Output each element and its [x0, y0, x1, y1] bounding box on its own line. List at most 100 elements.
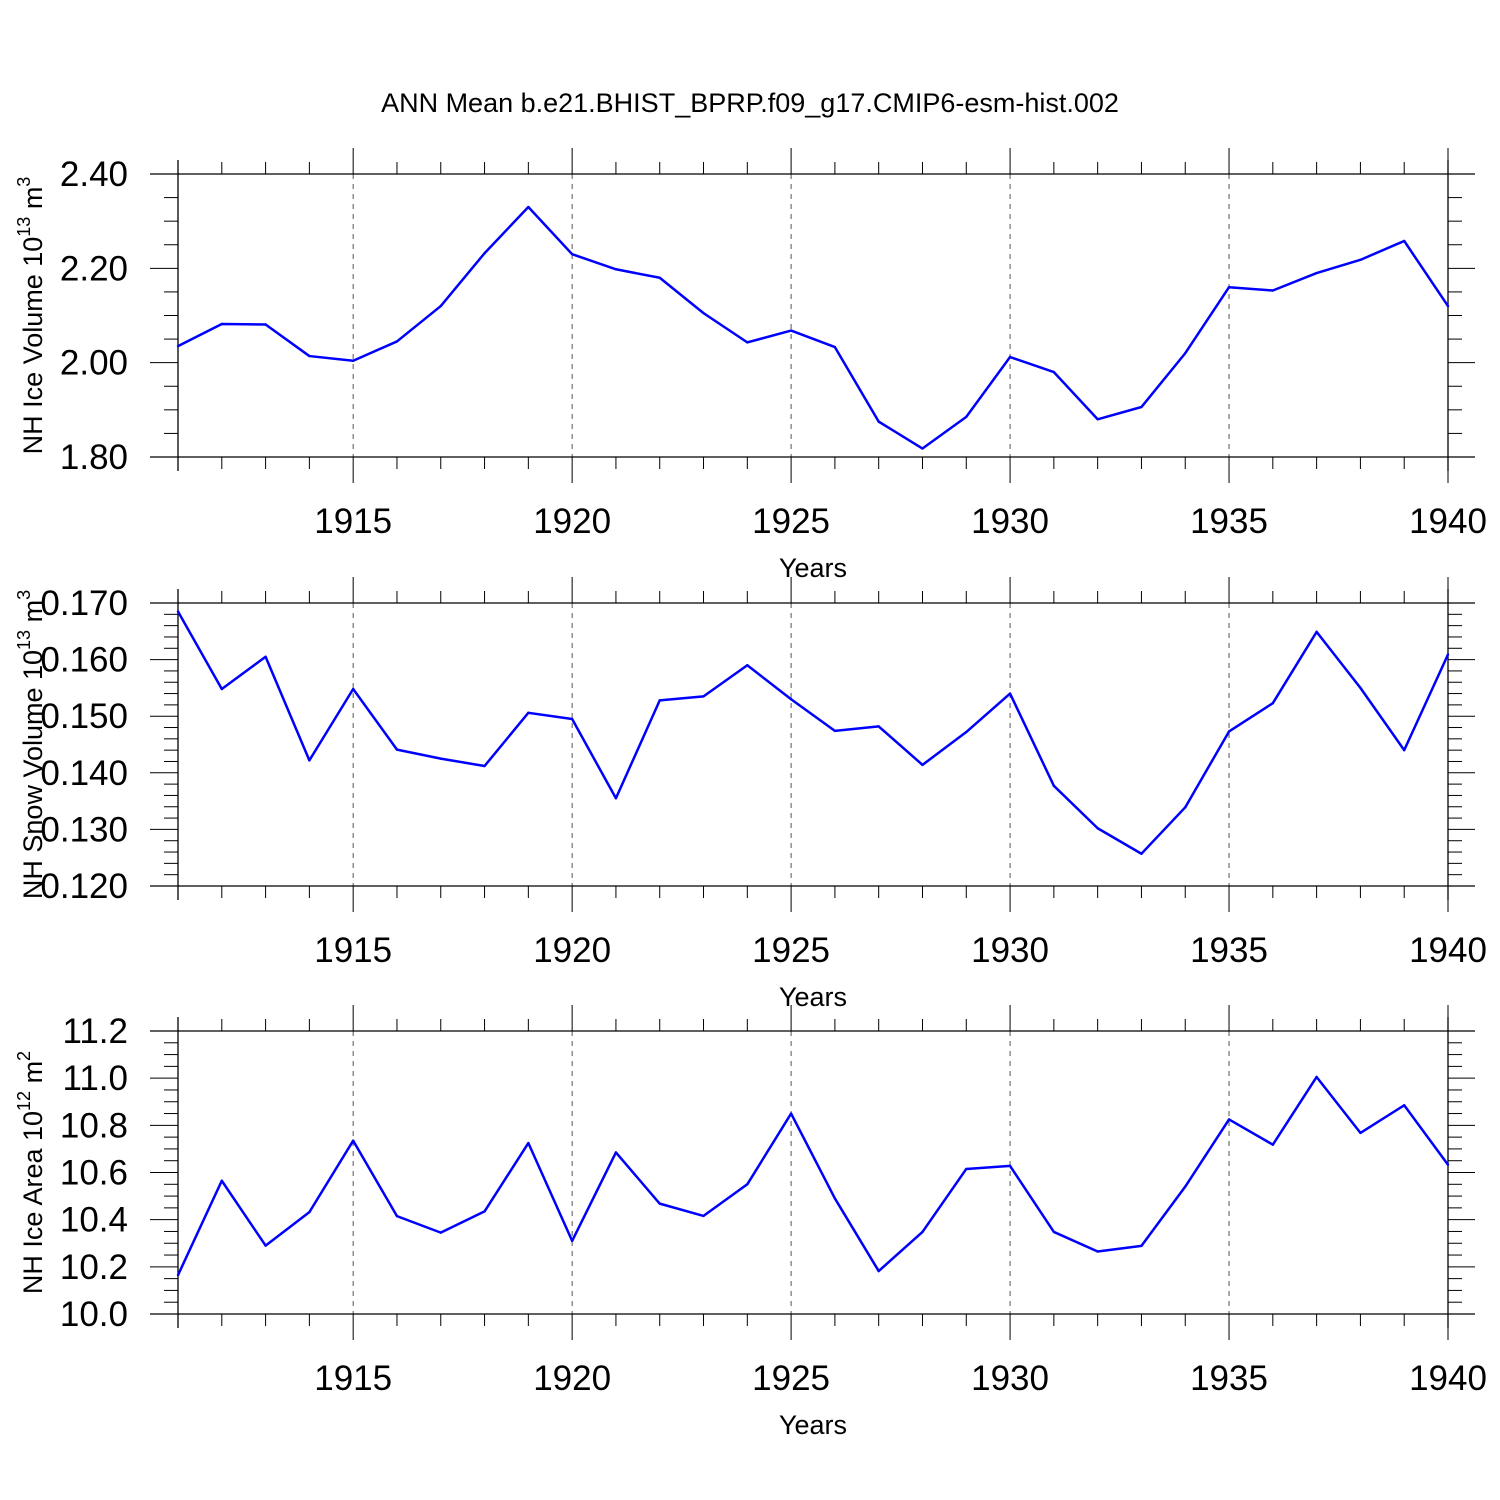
data-point — [1184, 352, 1187, 355]
y-tick-label: 1.80 — [60, 438, 128, 477]
data-point — [395, 1214, 399, 1218]
data-point — [176, 610, 180, 613]
x-tick-label: 1920 — [533, 1359, 611, 1398]
data-point — [1140, 405, 1143, 409]
y-axis-unit-sym: m — [18, 1061, 48, 1091]
x-tick-label: 1940 — [1409, 931, 1487, 970]
data-point — [746, 664, 749, 667]
data-point — [877, 420, 880, 423]
x-tick-label: 1935 — [1190, 931, 1268, 970]
y-axis-unit-base: 10 — [18, 650, 48, 680]
y-axis-label-name: NH Ice Volume — [18, 267, 48, 455]
y-tick-label: 2.00 — [60, 344, 128, 383]
data-point — [789, 329, 793, 332]
data-point — [570, 252, 574, 256]
y-axis-unit-sym-exp: 3 — [14, 590, 34, 600]
data-point — [176, 1273, 180, 1277]
panel-3: 1915 1920 1925 1930 1935 1940 10.0 10.2 10.4 10.6… — [14, 1005, 1487, 1440]
y-tick-label: 0.150 — [40, 697, 128, 736]
data-point — [1140, 1244, 1143, 1248]
x-axis-label: Years — [779, 1410, 847, 1440]
data-point — [1271, 289, 1275, 292]
x-axis-label: Years — [779, 553, 847, 583]
data-point — [1359, 258, 1362, 262]
data-point — [1359, 686, 1362, 690]
x-tick-label: 1925 — [752, 502, 830, 541]
data-point — [395, 748, 399, 751]
data-point — [1227, 1118, 1231, 1121]
y-tick-label: 10.8 — [60, 1106, 128, 1145]
data-point — [1403, 239, 1406, 243]
data-point — [395, 340, 399, 343]
y-tick-label: 0.170 — [40, 584, 128, 623]
data-point — [1227, 286, 1231, 289]
data-point — [877, 1269, 880, 1273]
data-point — [1446, 653, 1450, 656]
data-point — [702, 311, 705, 315]
data-point — [439, 757, 442, 760]
data-point — [1315, 271, 1318, 275]
data-point — [264, 655, 267, 658]
x-tick-label: 1920 — [533, 502, 611, 541]
x-tick-label: 1920 — [533, 931, 611, 970]
y-axis-unit-sym: m — [18, 600, 48, 630]
x-tick-label: 1930 — [971, 931, 1049, 970]
data-point — [264, 323, 267, 326]
x-tick-label: 1915 — [314, 1359, 392, 1398]
data-point — [1008, 355, 1012, 359]
data-point — [1446, 304, 1450, 308]
data-point — [527, 1141, 530, 1145]
data-point — [1096, 827, 1099, 830]
y-axis-label-name: NH Ice Area — [18, 1141, 48, 1294]
y-axis-unit-sym-exp: 2 — [14, 1051, 34, 1061]
data-point — [789, 1112, 793, 1115]
data-point — [220, 322, 223, 326]
y-tick-label: 10.2 — [60, 1248, 128, 1287]
data-point — [921, 763, 924, 767]
data-point — [264, 1244, 267, 1247]
y-tick-label: 10.0 — [60, 1295, 128, 1334]
y-tick-label: 2.20 — [60, 249, 128, 288]
data-point — [746, 341, 749, 344]
data-point — [1403, 1104, 1406, 1107]
data-point — [746, 1183, 749, 1186]
data-point — [1052, 784, 1056, 788]
x-tick-label: 1935 — [1190, 502, 1268, 541]
y-axis-unit-exp: 13 — [14, 630, 34, 650]
data-point — [965, 415, 968, 419]
data-point — [1315, 630, 1318, 634]
data-point — [570, 717, 574, 721]
y-tick-label: 0.120 — [40, 867, 128, 906]
data-point — [439, 1231, 442, 1234]
data-point — [1315, 1075, 1318, 1079]
data-point — [308, 354, 311, 358]
data-point — [658, 1202, 661, 1205]
data-point — [439, 304, 442, 308]
data-point — [921, 1230, 924, 1234]
data-point — [965, 1167, 968, 1171]
y-axis-label-name: NH Snow Volume — [18, 680, 48, 899]
data-point — [1096, 1250, 1099, 1253]
y-axis-unit-exp: 12 — [14, 1091, 34, 1111]
y-axis-label: NH Snow Volume 1013 m3 — [14, 590, 48, 899]
x-tick-label: 1940 — [1409, 502, 1487, 541]
data-point — [351, 359, 355, 362]
data-point — [833, 1197, 837, 1200]
data-point — [527, 205, 530, 209]
data-point — [527, 711, 530, 715]
y-axis-unit-exp: 13 — [14, 217, 34, 237]
data-point — [1184, 806, 1187, 809]
data-point — [1052, 1230, 1056, 1234]
data-point — [1184, 1185, 1187, 1188]
y-tick-label: 0.160 — [40, 641, 128, 680]
data-point — [1271, 701, 1275, 705]
x-tick-label: 1935 — [1190, 1359, 1268, 1398]
data-point — [308, 1210, 311, 1214]
data-point — [483, 252, 486, 255]
series-line — [176, 1075, 1450, 1276]
series-line — [177, 205, 1450, 450]
data-point — [702, 695, 705, 698]
data-point — [702, 1214, 705, 1218]
y-tick-label: 10.6 — [60, 1154, 128, 1193]
